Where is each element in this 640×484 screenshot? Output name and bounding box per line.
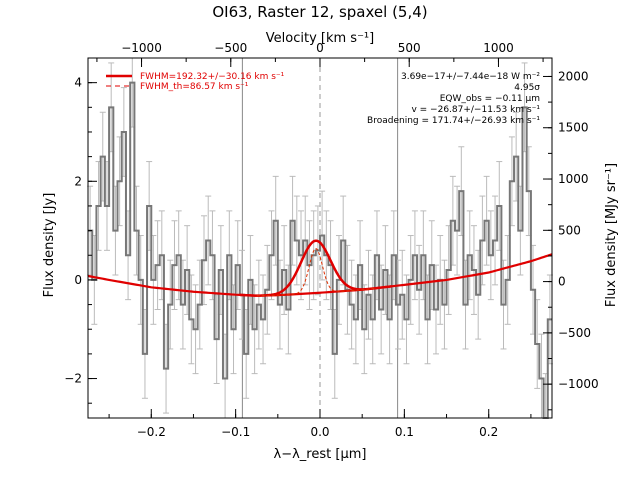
x-axis-label: λ−λ_rest [μm]	[274, 447, 367, 462]
right-tick-label: 1000	[558, 172, 589, 186]
y-tick-label: −2	[64, 372, 82, 386]
annotation-velocity: v = −26.87+/−11.53 km s⁻¹	[411, 105, 540, 115]
x-tick-label: 0.1	[395, 425, 414, 439]
legend-entry-fwhm: FWHM=192.32+/−30.16 km s⁻¹	[140, 72, 285, 82]
baseline-fit-line	[87, 253, 553, 297]
top-tick-label: 500	[398, 41, 421, 55]
top-tick-label: 0	[316, 41, 324, 55]
right-tick-label: 500	[558, 223, 581, 237]
legend: FWHM=192.32+/−30.16 km s⁻¹ FWHM_th=86.57…	[106, 72, 285, 92]
top-tick-label: 1000	[483, 41, 514, 55]
annotations: 3.69e−17+/−7.44e−18 W m⁻² 4.95σ EQW_obs …	[367, 72, 540, 126]
annotation-eqw: EQW_obs = −0.11 μm	[440, 94, 540, 104]
top-axis-label: Velocity [km s⁻¹]	[266, 31, 374, 46]
y-tick-label: 2	[74, 174, 82, 188]
x-tick-label: −0.1	[221, 425, 250, 439]
annotation-sigma: 4.95σ	[514, 83, 540, 93]
right-tick-label: 1500	[558, 121, 589, 135]
top-tick-label: −500	[214, 41, 247, 55]
right-axis-label: Flux density [MJy sr⁻¹]	[604, 163, 619, 307]
right-tick-label: −500	[558, 326, 591, 340]
x-tick-label: 0.2	[479, 425, 498, 439]
instrumental-profile-line	[256, 248, 375, 297]
legend-entry-fwhm-th: FWHM_th=86.57 km s⁻¹	[140, 82, 249, 92]
x-tick-label: −0.2	[137, 425, 166, 439]
chart-title: OI63, Raster 12, spaxel (5,4)	[212, 3, 427, 21]
axes: −0.2 −0.1 0.0 0.1 0.2 −2 0 2 4 −1000 −500 0 500 1000 −…	[64, 41, 598, 439]
right-tick-label: −1000	[558, 377, 599, 391]
data-layer	[87, 81, 553, 419]
y-tick-label: 0	[74, 273, 82, 287]
right-tick-label: 0	[558, 275, 566, 289]
y-axis-label: Flux density [Jy]	[42, 193, 57, 298]
y-tick-label: 4	[74, 76, 82, 90]
annotation-flux: 3.69e−17+/−7.44e−18 W m⁻²	[401, 72, 540, 82]
x-tick-label: 0.0	[310, 425, 329, 439]
top-tick-label: −1000	[121, 41, 162, 55]
annotation-broadening: Broadening = 171.74+/−26.93 km s⁻¹	[367, 116, 540, 126]
right-tick-label: 2000	[558, 69, 589, 83]
